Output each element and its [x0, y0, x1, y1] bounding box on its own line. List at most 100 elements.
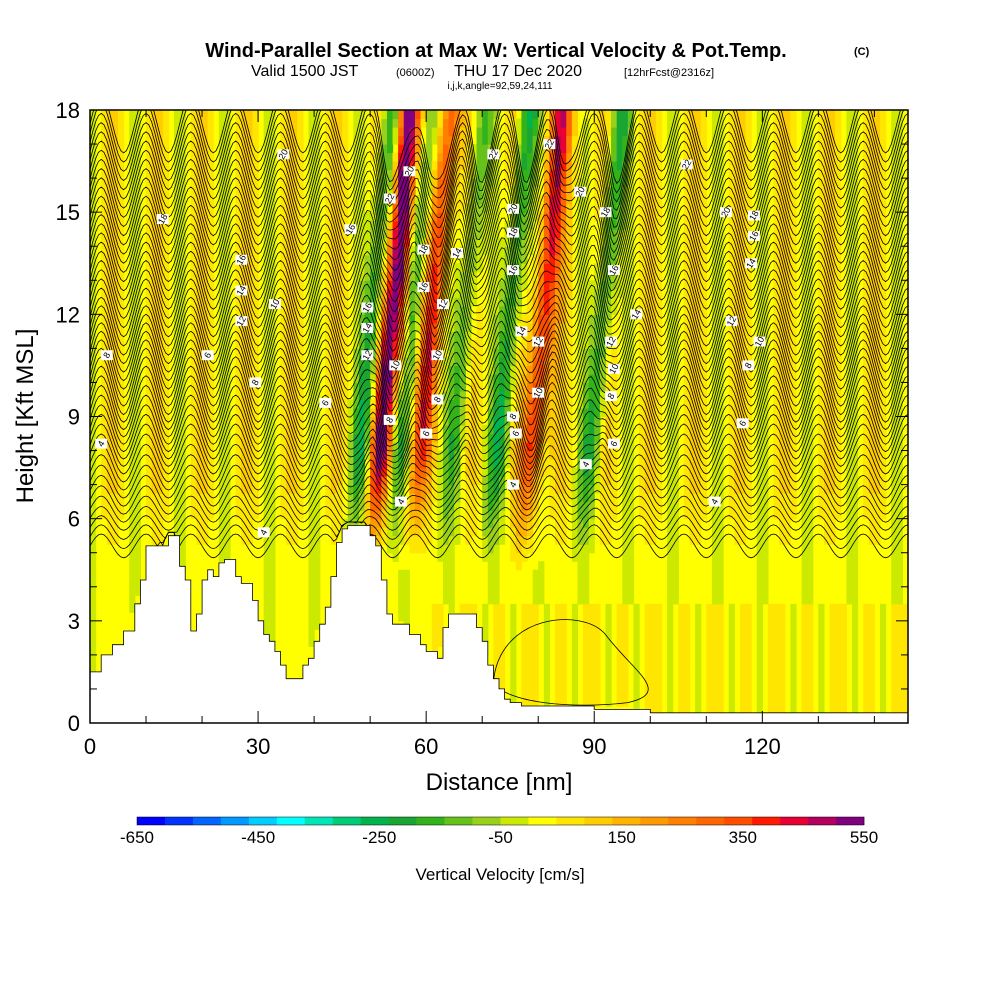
velocity-cell: [695, 229, 702, 239]
velocity-cell: [538, 484, 545, 494]
velocity-cell: [437, 484, 444, 494]
velocity-cell: [622, 220, 629, 230]
velocity-cell: [392, 535, 399, 545]
velocity-cell: [655, 169, 663, 179]
velocity-cell: [549, 331, 556, 341]
velocity-cell: [263, 178, 270, 188]
velocity-cell: [695, 467, 702, 477]
velocity-cell: [241, 501, 248, 511]
velocity-cell: [560, 697, 567, 707]
velocity-cell: [162, 169, 170, 179]
velocity-cell: [409, 271, 416, 281]
velocity-cell: [386, 127, 394, 137]
velocity-cell: [448, 442, 455, 452]
velocity-cell: [499, 518, 506, 528]
velocity-cell: [437, 467, 444, 477]
velocity-cell: [667, 680, 674, 690]
velocity-cell: [627, 493, 635, 503]
velocity-cell: [190, 178, 198, 188]
velocity-cell: [566, 271, 573, 281]
velocity-cell: [487, 127, 494, 137]
velocity-cell: [667, 484, 674, 494]
velocity-cell: [465, 246, 472, 256]
velocity-cell: [655, 450, 663, 460]
velocity-cell: [538, 212, 545, 222]
velocity-cell: [235, 271, 242, 281]
velocity-cell: [202, 254, 209, 264]
velocity-cell: [90, 356, 97, 367]
velocity-cell: [269, 280, 276, 290]
velocity-cell: [583, 569, 590, 579]
velocity-cell: [476, 399, 483, 409]
velocity-cell: [689, 373, 696, 384]
velocity-cell: [672, 161, 679, 171]
velocity-cell: [134, 237, 142, 247]
velocity-cell: [616, 135, 623, 145]
velocity-cell: [174, 161, 181, 171]
velocity-cell: [157, 356, 164, 367]
velocity-cell: [644, 322, 651, 332]
velocity-cell: [174, 169, 181, 179]
velocity-cell: [510, 493, 517, 503]
velocity-cell: [207, 169, 214, 179]
velocity-cell: [655, 220, 663, 230]
velocity-cell: [101, 271, 108, 281]
velocity-cell: [689, 493, 696, 503]
velocity-cell: [207, 186, 214, 196]
velocity-cell: [482, 467, 489, 477]
velocity-cell: [398, 442, 405, 452]
velocity-cell: [470, 356, 478, 367]
velocity-cell: [179, 322, 186, 332]
velocity-cell: [555, 527, 562, 537]
velocity-cell: [381, 169, 388, 179]
velocity-cell: [426, 118, 433, 128]
velocity-cell: [330, 535, 338, 545]
velocity-cell: [454, 127, 461, 137]
velocity-cell: [129, 110, 136, 120]
velocity-cell: [700, 501, 707, 511]
velocity-cell: [101, 365, 108, 375]
velocity-cell: [414, 161, 422, 171]
velocity-cell: [381, 297, 388, 307]
velocity-cell: [392, 484, 399, 494]
velocity-cell: [174, 237, 181, 247]
velocity-cell: [672, 322, 679, 332]
velocity-cell: [566, 144, 573, 154]
velocity-cell: [409, 127, 416, 137]
velocity-cell: [297, 288, 304, 298]
velocity-cell: [560, 169, 567, 179]
velocity-cell: [577, 561, 584, 571]
velocity-cell: [224, 186, 231, 196]
velocity-cell: [639, 501, 646, 511]
velocity-cell: [386, 348, 394, 358]
velocity-cell: [224, 118, 231, 128]
velocity-cell: [655, 246, 663, 256]
velocity-cell: [527, 322, 534, 332]
velocity-cell: [420, 118, 427, 128]
velocity-cell: [594, 203, 601, 213]
velocity-cell: [695, 365, 702, 375]
velocity-cell: [543, 407, 551, 418]
velocity-cell: [246, 135, 254, 145]
velocity-cell: [627, 203, 635, 213]
velocity-cell: [639, 476, 646, 486]
velocity-cell: [476, 390, 483, 401]
velocity-cell: [347, 493, 354, 503]
velocity-cell: [611, 229, 618, 239]
velocity-cell: [325, 280, 332, 290]
velocity-cell: [695, 663, 702, 673]
velocity-cell: [280, 348, 287, 358]
velocity-cell: [583, 220, 590, 230]
velocity-cell: [639, 459, 646, 469]
velocity-cell: [146, 271, 153, 281]
velocity-cell: [454, 161, 461, 171]
velocity-cell: [442, 484, 450, 494]
velocity-cell: [532, 161, 539, 171]
velocity-cell: [683, 178, 691, 188]
velocity-cell: [129, 433, 136, 443]
velocity-cell: [129, 510, 136, 520]
velocity-cell: [308, 442, 315, 452]
velocity-cell: [342, 127, 349, 137]
velocity-cell: [594, 442, 601, 452]
velocity-cell: [622, 510, 629, 520]
